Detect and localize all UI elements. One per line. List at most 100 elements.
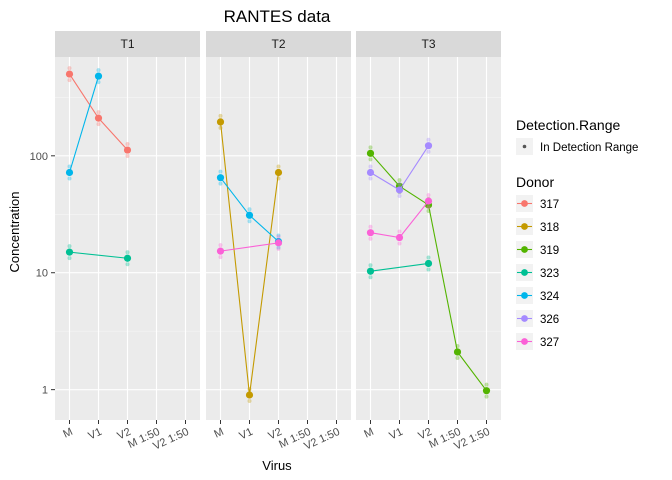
panel-strip <box>356 31 501 57</box>
data-point <box>424 259 433 268</box>
panel-strip <box>55 31 200 57</box>
legend-entry-label: 327 <box>540 337 559 349</box>
panel-strip-label: T1 <box>120 37 134 51</box>
replicate-point <box>368 236 373 241</box>
legend-entry-label: 326 <box>540 314 559 326</box>
replicate-point <box>426 193 431 198</box>
series-line <box>69 251 128 259</box>
replicate-point <box>218 181 223 186</box>
replicate-point <box>426 255 431 260</box>
replicate-point <box>368 224 373 229</box>
data-point <box>424 197 433 205</box>
series-t1-324 <box>65 68 103 181</box>
series-line <box>370 262 429 272</box>
replicate-point <box>96 80 101 85</box>
replicate-point <box>276 234 281 239</box>
series-t3-323 <box>366 255 433 280</box>
replicate-point <box>426 149 431 154</box>
replicate-point <box>368 263 373 268</box>
replicate-point <box>67 78 72 83</box>
replicate-point <box>397 193 402 198</box>
data-point <box>65 248 74 256</box>
replicate-point <box>368 176 373 181</box>
replicate-point <box>218 169 223 174</box>
data-point <box>395 186 404 194</box>
data-point <box>94 72 103 80</box>
legend-key-point <box>521 315 528 322</box>
series-line <box>68 75 100 173</box>
legend-title: Detection.Range <box>516 117 621 133</box>
replicate-point <box>96 122 101 127</box>
series-line <box>220 242 279 252</box>
legend-key-point <box>521 338 528 345</box>
data-point <box>216 174 225 182</box>
replicate-point <box>276 233 281 238</box>
legend-key-point <box>522 144 527 149</box>
data-point <box>366 267 375 275</box>
series-t2-318 <box>216 113 283 403</box>
data-point <box>123 146 132 154</box>
legend-entry-label: 317 <box>540 199 559 211</box>
data-point <box>395 233 404 242</box>
replicate-point <box>125 262 130 267</box>
replicate-point <box>67 244 72 249</box>
replicate-point <box>276 245 281 250</box>
legend-key-point <box>521 292 528 299</box>
series-t1-317 <box>65 66 132 159</box>
legend-key-point <box>521 200 528 207</box>
data-point <box>274 168 283 177</box>
x-tick-label: V2 <box>266 426 283 443</box>
legend: Detection.Range In Detection Range Donor 31… <box>516 117 638 350</box>
series-t1-323 <box>65 244 132 267</box>
data-point <box>424 142 433 150</box>
replicate-point <box>426 205 431 210</box>
data-point <box>366 229 375 237</box>
replicate-point <box>67 176 72 181</box>
replicate-point <box>247 207 252 212</box>
legend-entry-label: 324 <box>540 291 560 303</box>
replicate-point <box>125 154 130 159</box>
replicate-point <box>397 178 402 183</box>
y-axis-ticks: 1 10 100 <box>30 151 55 397</box>
x-tick-label: V2 <box>416 426 433 443</box>
data-point <box>274 239 283 247</box>
legend-key-point <box>521 246 528 253</box>
replicate-point <box>96 68 101 73</box>
replicate-point <box>426 137 431 142</box>
panel-strip-label: T3 <box>421 37 435 51</box>
y-tick-label: 100 <box>30 151 48 163</box>
replicate-point <box>276 176 281 181</box>
y-tick-label: 10 <box>36 268 48 280</box>
legend-entry-label: 323 <box>540 268 559 280</box>
panel-strip-label: T2 <box>271 37 285 51</box>
data-point <box>453 348 462 356</box>
replicate-point <box>397 181 402 186</box>
replicate-point <box>397 229 402 234</box>
replicate-point <box>218 255 223 260</box>
data-point <box>245 391 254 399</box>
data-point <box>245 211 254 219</box>
series-t3-327 <box>366 193 433 246</box>
data-point <box>123 254 132 262</box>
replicate-point <box>218 113 223 118</box>
replicate-point <box>455 343 460 348</box>
legend-key-point <box>521 269 528 276</box>
replicate-point <box>218 243 223 248</box>
data-point <box>94 114 103 122</box>
replicate-point <box>247 398 252 403</box>
replicate-point <box>247 219 252 224</box>
replicate-point <box>125 142 130 147</box>
replicate-point <box>247 386 252 391</box>
replicate-point <box>426 267 431 272</box>
data-point <box>216 247 225 255</box>
series-t2-327 <box>216 234 283 260</box>
replicate-point <box>276 164 281 169</box>
replicate-point <box>67 164 72 169</box>
x-tick-label: M <box>212 426 225 441</box>
x-tick-label: M <box>362 426 375 441</box>
replicate-point <box>368 145 373 150</box>
